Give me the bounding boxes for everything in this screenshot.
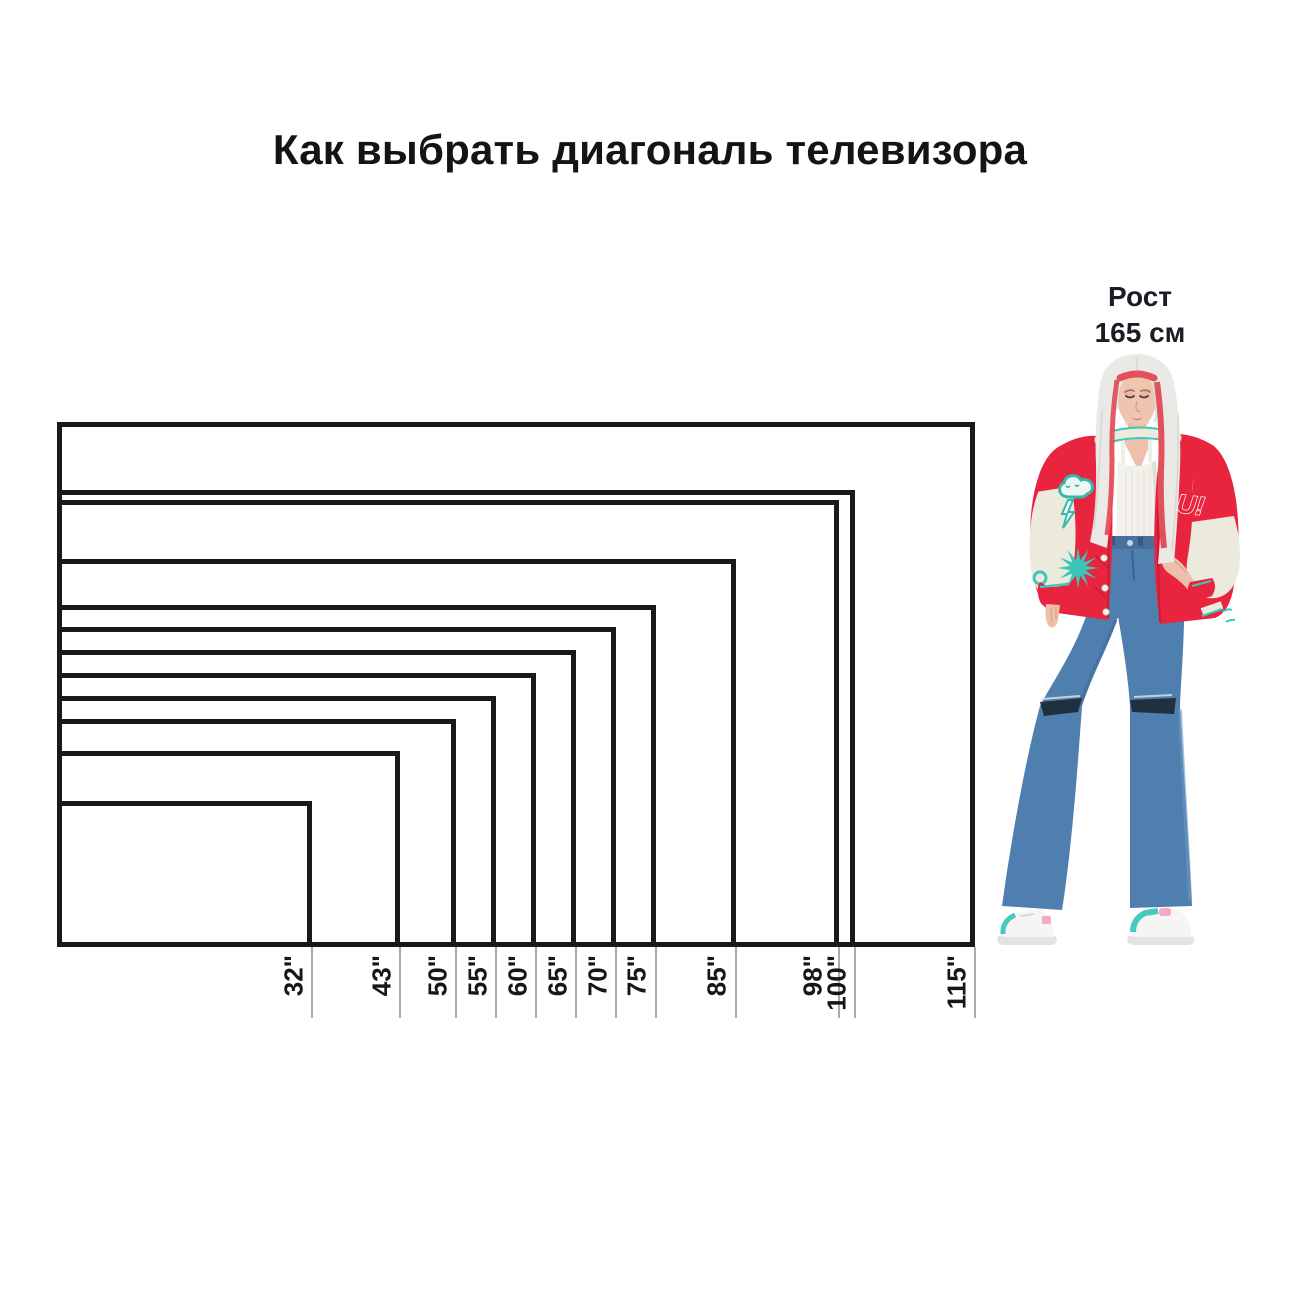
size-label-32: 32" — [278, 955, 309, 997]
size-label-100: 100" — [821, 955, 852, 1011]
guide-line-50 — [455, 947, 458, 1018]
guide-line-75 — [654, 947, 657, 1018]
size-label-50: 50" — [422, 955, 453, 997]
tv-rect-115 — [57, 422, 975, 947]
size-label-43: 43" — [366, 955, 397, 997]
person-height-label-line1: Рост — [1108, 281, 1172, 312]
size-label-60: 60" — [501, 955, 532, 997]
guide-line-43 — [399, 947, 402, 1018]
size-label-65: 65" — [541, 955, 572, 997]
guide-line-98 — [838, 947, 841, 1018]
size-label-85: 85" — [701, 955, 732, 997]
size-label-70: 70" — [581, 955, 612, 997]
guide-line-60 — [534, 947, 537, 1018]
svg-text:U!: U! — [1175, 488, 1206, 521]
guide-line-85 — [734, 947, 737, 1018]
person-height-label: Рост 165 см — [1025, 279, 1255, 351]
size-label-115: 115" — [941, 955, 971, 1010]
guide-line-65 — [574, 947, 577, 1018]
size-label-55: 55" — [462, 955, 493, 997]
guide-line-100 — [854, 947, 857, 1018]
guide-line-55 — [495, 947, 498, 1018]
guide-line-115 — [974, 947, 976, 1018]
guide-line-32 — [311, 947, 314, 1018]
size-label-75: 75" — [621, 955, 652, 997]
person-illustration: U! — [997, 354, 1240, 945]
person-height-label-line2: 165 см — [1094, 317, 1186, 348]
guide-line-70 — [614, 947, 617, 1018]
page-title: Как выбрать диагональ телевизора — [272, 126, 1028, 173]
